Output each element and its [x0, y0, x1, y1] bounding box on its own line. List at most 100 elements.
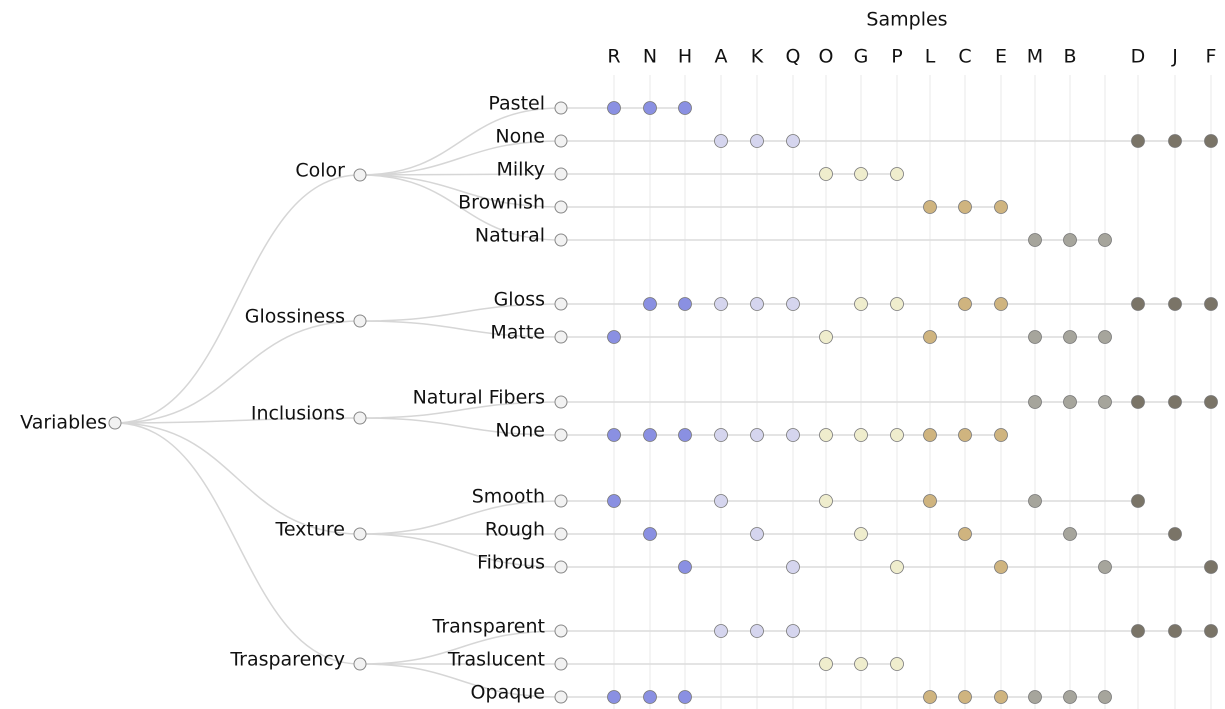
- sample-dot: [714, 297, 728, 311]
- sample-label: Q: [786, 46, 801, 68]
- sample-dot: [854, 428, 868, 442]
- variable-label: Inclusions: [251, 403, 345, 425]
- node: [554, 428, 568, 442]
- sample-dot: [1098, 330, 1112, 344]
- variable-label: Texture: [274, 519, 345, 541]
- sample-dot: [1063, 690, 1077, 704]
- variable-label: Glossiness: [245, 306, 345, 328]
- sample-dot: [786, 297, 800, 311]
- sample-dot: [1098, 395, 1112, 409]
- sample-dot: [607, 690, 621, 704]
- sample-dot: [607, 101, 621, 115]
- sample-dot: [1063, 233, 1077, 247]
- sample-dot: [854, 167, 868, 181]
- sample-label: J: [1171, 46, 1178, 68]
- sample-dot: [958, 690, 972, 704]
- sample-label: A: [715, 46, 728, 68]
- sample-dot: [714, 494, 728, 508]
- sample-dot: [607, 428, 621, 442]
- link: [359, 533, 562, 568]
- sample-dot: [714, 624, 728, 638]
- value-label: Traslucent: [447, 649, 545, 671]
- value-label: Gloss: [494, 289, 545, 311]
- value-label: Opaque: [471, 682, 545, 704]
- sample-label: N: [643, 46, 657, 68]
- sample-dot: [994, 200, 1008, 214]
- sample-dot: [923, 428, 937, 442]
- sample-dot: [1131, 297, 1145, 311]
- node: [353, 411, 367, 425]
- sample-label: E: [995, 46, 1007, 68]
- link: [114, 174, 361, 424]
- sample-dot: [1098, 233, 1112, 247]
- sample-label: M: [1027, 46, 1043, 68]
- link: [359, 174, 562, 208]
- sample-dot: [890, 297, 904, 311]
- sample-dot: [1204, 624, 1218, 638]
- node: [353, 314, 367, 328]
- sample-dot: [890, 167, 904, 181]
- link: [359, 303, 562, 322]
- sample-dot: [1204, 395, 1218, 409]
- link: [114, 320, 361, 424]
- value-label: None: [495, 126, 545, 148]
- sample-label: C: [958, 46, 971, 68]
- node: [108, 416, 122, 430]
- sample-dot: [678, 560, 692, 574]
- sample-dot: [890, 560, 904, 574]
- value-label: Smooth: [472, 486, 545, 508]
- sample-dot: [819, 657, 833, 671]
- sample-dot: [819, 428, 833, 442]
- value-label: None: [495, 420, 545, 442]
- sample-dot: [607, 330, 621, 344]
- node: [554, 101, 568, 115]
- sample-dot: [1028, 395, 1042, 409]
- sample-dot: [854, 657, 868, 671]
- sample-dot: [1098, 690, 1112, 704]
- sample-dot: [994, 690, 1008, 704]
- node: [554, 134, 568, 148]
- sample-label: H: [678, 46, 692, 68]
- link: [359, 174, 562, 241]
- sample-dot: [786, 624, 800, 638]
- link: [359, 500, 562, 535]
- value-label: Rough: [485, 519, 545, 541]
- sample-dot: [1131, 494, 1145, 508]
- sample-dot: [786, 560, 800, 574]
- link: [114, 422, 361, 535]
- sample-dot: [1131, 134, 1145, 148]
- sample-dot: [1204, 134, 1218, 148]
- sample-dot: [1063, 330, 1077, 344]
- node: [554, 494, 568, 508]
- sample-dot: [678, 428, 692, 442]
- sample-dot: [923, 330, 937, 344]
- sample-dot: [958, 428, 972, 442]
- node: [353, 527, 367, 541]
- sample-dot: [923, 494, 937, 508]
- sample-dot: [994, 297, 1008, 311]
- sample-dot: [607, 494, 621, 508]
- sample-dot: [678, 690, 692, 704]
- value-label: Transparent: [432, 616, 546, 638]
- link: [359, 173, 562, 176]
- sample-label: G: [854, 46, 869, 68]
- value-label: Milky: [496, 159, 545, 181]
- value-label: Fibrous: [477, 552, 545, 574]
- link: [359, 417, 562, 436]
- node: [554, 657, 568, 671]
- link: [114, 417, 361, 424]
- sample-dot: [923, 690, 937, 704]
- sample-dot: [1028, 330, 1042, 344]
- value-label: Brownish: [458, 192, 545, 214]
- link: [359, 140, 562, 176]
- sample-dot: [1063, 395, 1077, 409]
- sample-label: B: [1063, 46, 1076, 68]
- sample-dot: [1098, 560, 1112, 574]
- sample-dot: [819, 167, 833, 181]
- sample-dot: [1028, 233, 1042, 247]
- title: Samples: [866, 9, 947, 31]
- node: [554, 233, 568, 247]
- value-label: Matte: [490, 322, 545, 344]
- node: [353, 657, 367, 671]
